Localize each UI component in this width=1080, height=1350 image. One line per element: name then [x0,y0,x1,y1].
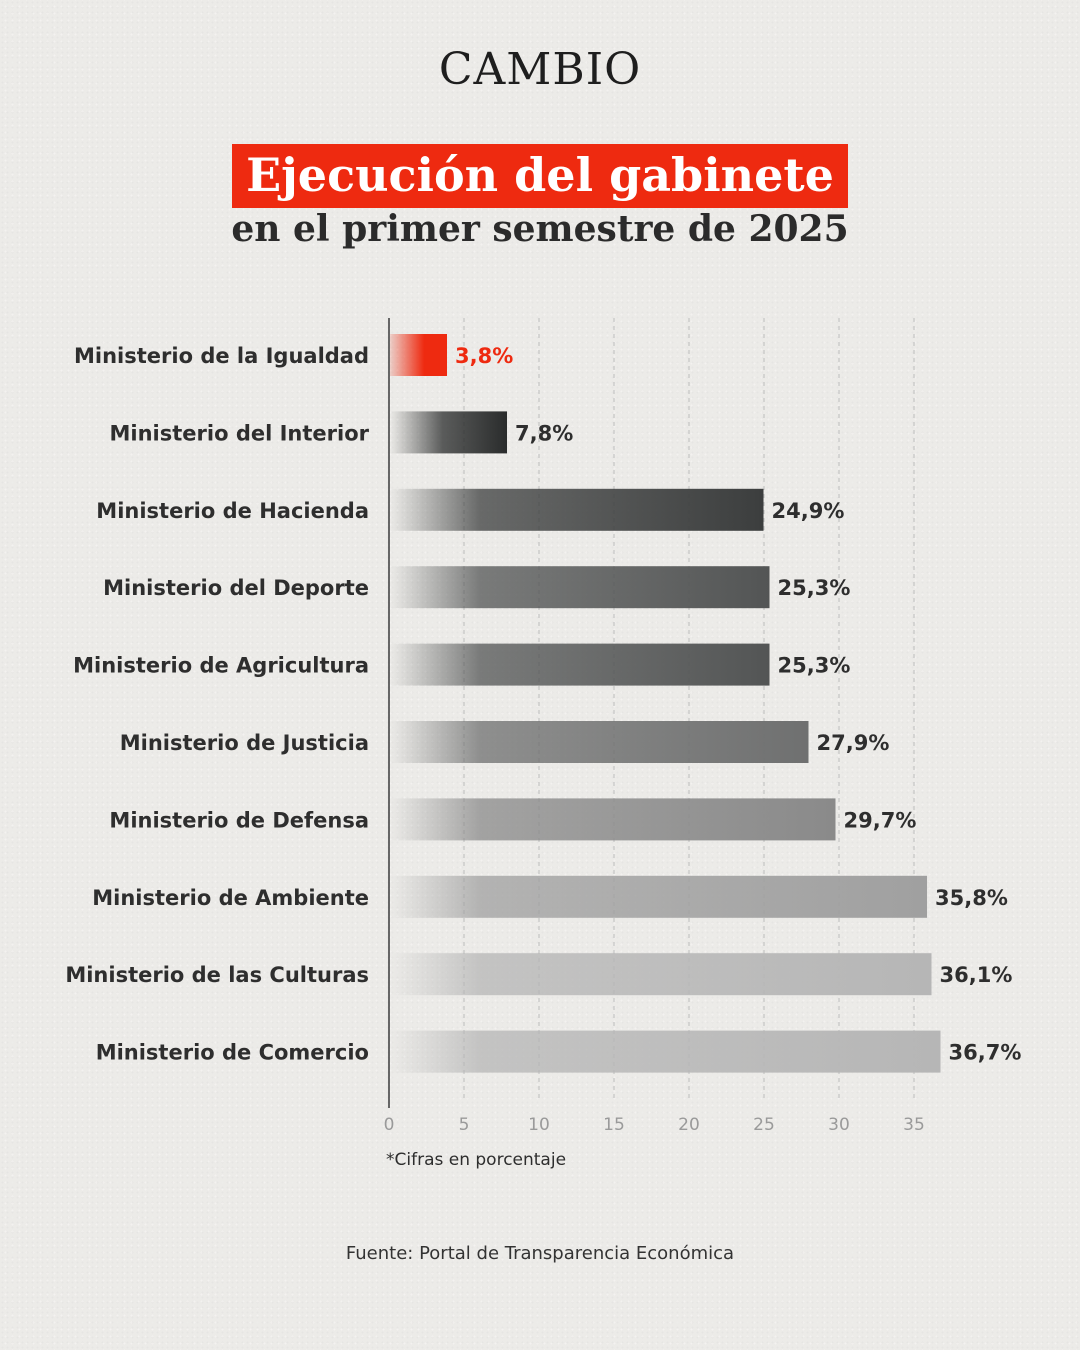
bar [390,411,507,454]
bar [390,566,770,609]
brand-logo: CAMBIO [438,44,642,95]
labels: 0 5 10 15 20 25 30 35 Ministerio de la Igualdad 3… [65,344,1021,1135]
value-label: 36,7% [949,1041,1022,1065]
x-tick-label: 15 [603,1115,625,1135]
x-tick-label: 30 [828,1115,850,1135]
x-tick-label: 20 [678,1115,700,1135]
bar [390,334,447,376]
x-tick-label: 5 [459,1115,470,1135]
x-tick-label: 35 [903,1115,925,1135]
bars [390,334,941,1073]
bar [390,488,764,531]
bar [390,721,809,763]
category-label: Ministerio de Comercio [96,1041,369,1065]
category-label: Ministerio de Ambiente [92,886,369,910]
category-label: Ministerio de la Igualdad [74,344,369,368]
bar [390,643,770,686]
value-label: 3,8% [455,344,513,368]
value-label: 27,9% [817,731,890,755]
chart-title: Ejecución del gabinete [232,144,848,208]
category-label: Ministerio de Defensa [109,808,369,832]
category-label: Ministerio de Hacienda [96,499,369,523]
value-label: 7,8% [515,421,573,445]
value-label: 35,8% [935,886,1008,910]
chart-subtitle: en el primer semestre de 2025 [231,208,849,250]
value-label: 29,7% [844,808,917,832]
footnote: *Cifras en porcentaje [386,1150,567,1170]
category-label: Ministerio de las Culturas [65,963,369,987]
bar [390,1030,941,1073]
value-label: 25,3% [778,576,851,600]
category-label: Ministerio del Interior [110,421,370,445]
title-wrap: Ejecución del gabinete [0,144,1080,208]
value-label: 25,3% [778,654,851,678]
source-note: Fuente: Portal de Transparencia Económic… [345,1243,735,1264]
x-tick-label: 25 [753,1115,775,1135]
value-label: 24,9% [772,499,845,523]
bar [390,875,927,918]
category-label: Ministerio de Justicia [120,731,369,755]
category-label: Ministerio del Deporte [103,576,369,600]
x-tick-label: 0 [384,1115,395,1135]
category-label: Ministerio de Agricultura [73,654,369,678]
bar [390,953,932,996]
value-label: 36,1% [940,963,1013,987]
bar [390,798,836,841]
x-tick-label: 10 [528,1115,550,1135]
